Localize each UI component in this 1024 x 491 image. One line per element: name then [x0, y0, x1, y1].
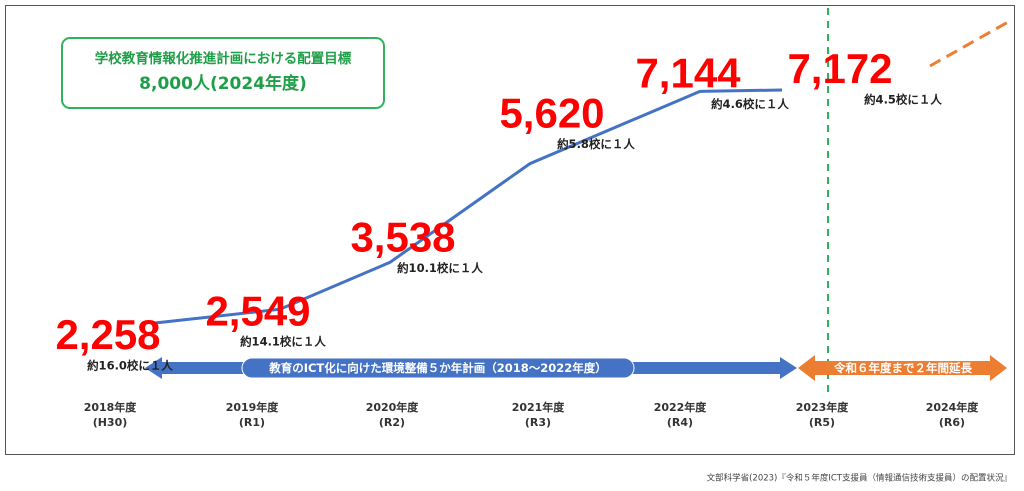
x-tick-sublabel: (R4)	[667, 416, 693, 429]
data-label: 7,144	[635, 49, 741, 96]
plan-pill	[241, 357, 635, 379]
data-label: 2,258	[55, 311, 160, 358]
data-label: 3,538	[350, 213, 455, 260]
projection-line	[929, 20, 1009, 68]
data-label: 5,620	[499, 90, 604, 137]
x-tick-sublabel: (R2)	[379, 416, 405, 429]
x-tick-sublabel: (R3)	[525, 416, 551, 429]
note: 約14.1校に１人	[240, 335, 326, 349]
target-text: 学校教育情報化推進計画における配置目標	[95, 50, 352, 67]
x-tick-label: 2023年度	[796, 400, 850, 414]
x-tick-label: 2022年度	[654, 400, 708, 414]
x-tick-label: 2019年度	[226, 400, 280, 414]
target-box	[61, 37, 385, 109]
x-tick-label: 2018年度	[84, 400, 138, 414]
x-tick-sublabel: (H30)	[93, 416, 128, 429]
x-tick-label: 2020年度	[366, 400, 420, 414]
note: 約5.8校に１人	[557, 137, 635, 151]
x-tick-label: 2024年度	[926, 400, 980, 414]
plan-text: 教育のICT化に向けた環境整備５か年計画（2018～2022年度）	[268, 361, 607, 375]
note: 約16.0校に１人	[87, 359, 173, 373]
note: 約10.1校に１人	[397, 261, 483, 275]
target-value: 8,000人(2024年度)	[139, 73, 307, 94]
note: 約4.6校に１人	[711, 97, 789, 111]
x-tick-sublabel: (R1)	[239, 416, 265, 429]
data-label: 2,549	[205, 287, 310, 334]
note: 約4.5校に１人	[864, 93, 942, 107]
data-label: 7,172	[787, 45, 892, 92]
x-tick-sublabel: (R6)	[939, 416, 965, 429]
extension-text: 令和６年度まで２年間延長	[833, 361, 972, 375]
source: 文部科学省(2023)『令和５年度ICT支援員（情報通信技術支援員）の配置状況』	[707, 473, 1012, 484]
x-tick-sublabel: (R5)	[809, 416, 835, 429]
line	[154, 88, 783, 325]
extension-arrow	[798, 355, 1007, 381]
x-tick-label: 2021年度	[512, 400, 566, 414]
